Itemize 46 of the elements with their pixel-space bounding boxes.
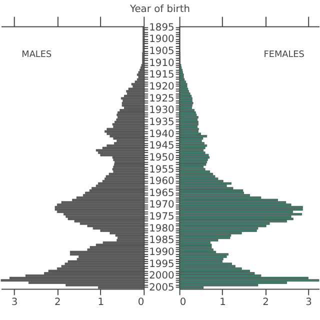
bar: [137, 74, 144, 76]
y-tick-label: 1925: [149, 93, 174, 104]
y-tick-label: 1995: [149, 258, 174, 270]
y-tick-label: 1980: [149, 223, 174, 234]
y-tick-label: 2005: [149, 282, 174, 294]
y-tick-label: 1960: [149, 176, 174, 188]
bar: [140, 66, 144, 69]
y-tick-label: 1940: [149, 128, 174, 140]
x-tick-label: 3: [306, 297, 312, 308]
y-tick-label: 1955: [149, 164, 174, 176]
bar: [131, 83, 144, 86]
y-axis-title: Year of birth: [129, 4, 190, 15]
y-tick-label: 1945: [149, 140, 174, 152]
annotation: FEMALES: [264, 50, 305, 60]
y-tick-label: 1990: [149, 247, 174, 258]
y-tick-label: 1935: [149, 116, 174, 128]
y-tick-label: 1895: [149, 22, 174, 34]
bar: [134, 80, 144, 83]
x-tick-label: 2: [54, 297, 61, 308]
y-tick-label: 1975: [149, 212, 174, 223]
bar: [138, 76, 144, 78]
y-tick-label: 1965: [149, 188, 174, 199]
annotation: MALES: [22, 50, 52, 60]
x-tick-label: 1: [220, 297, 226, 308]
y-tick-label: 1985: [149, 235, 174, 246]
x-tick-label: 1: [98, 297, 104, 308]
y-tick-label: 1905: [149, 46, 174, 58]
y-tick-label: 1930: [149, 105, 174, 116]
x-tick-label: 3: [11, 297, 18, 308]
bar: [138, 71, 144, 74]
bar: [137, 78, 144, 81]
x-tick-label: 2: [262, 297, 269, 308]
bar: [100, 154, 144, 156]
y-tick-label: 2000: [149, 270, 174, 282]
y-tick-label: 1950: [149, 152, 174, 164]
x-tick-label: 0: [138, 297, 144, 308]
bar: [141, 64, 144, 66]
bar: [128, 88, 144, 90]
y-tick-label: 1970: [149, 200, 174, 211]
y-tick-label: 1900: [149, 34, 174, 46]
y-tick-label: 1915: [149, 70, 174, 81]
bar: [140, 68, 144, 72]
x-tick-label: 0: [180, 297, 186, 308]
y-tick-label: 1920: [149, 82, 174, 93]
y-tick-label: 1910: [149, 58, 174, 69]
bar: [124, 94, 144, 98]
